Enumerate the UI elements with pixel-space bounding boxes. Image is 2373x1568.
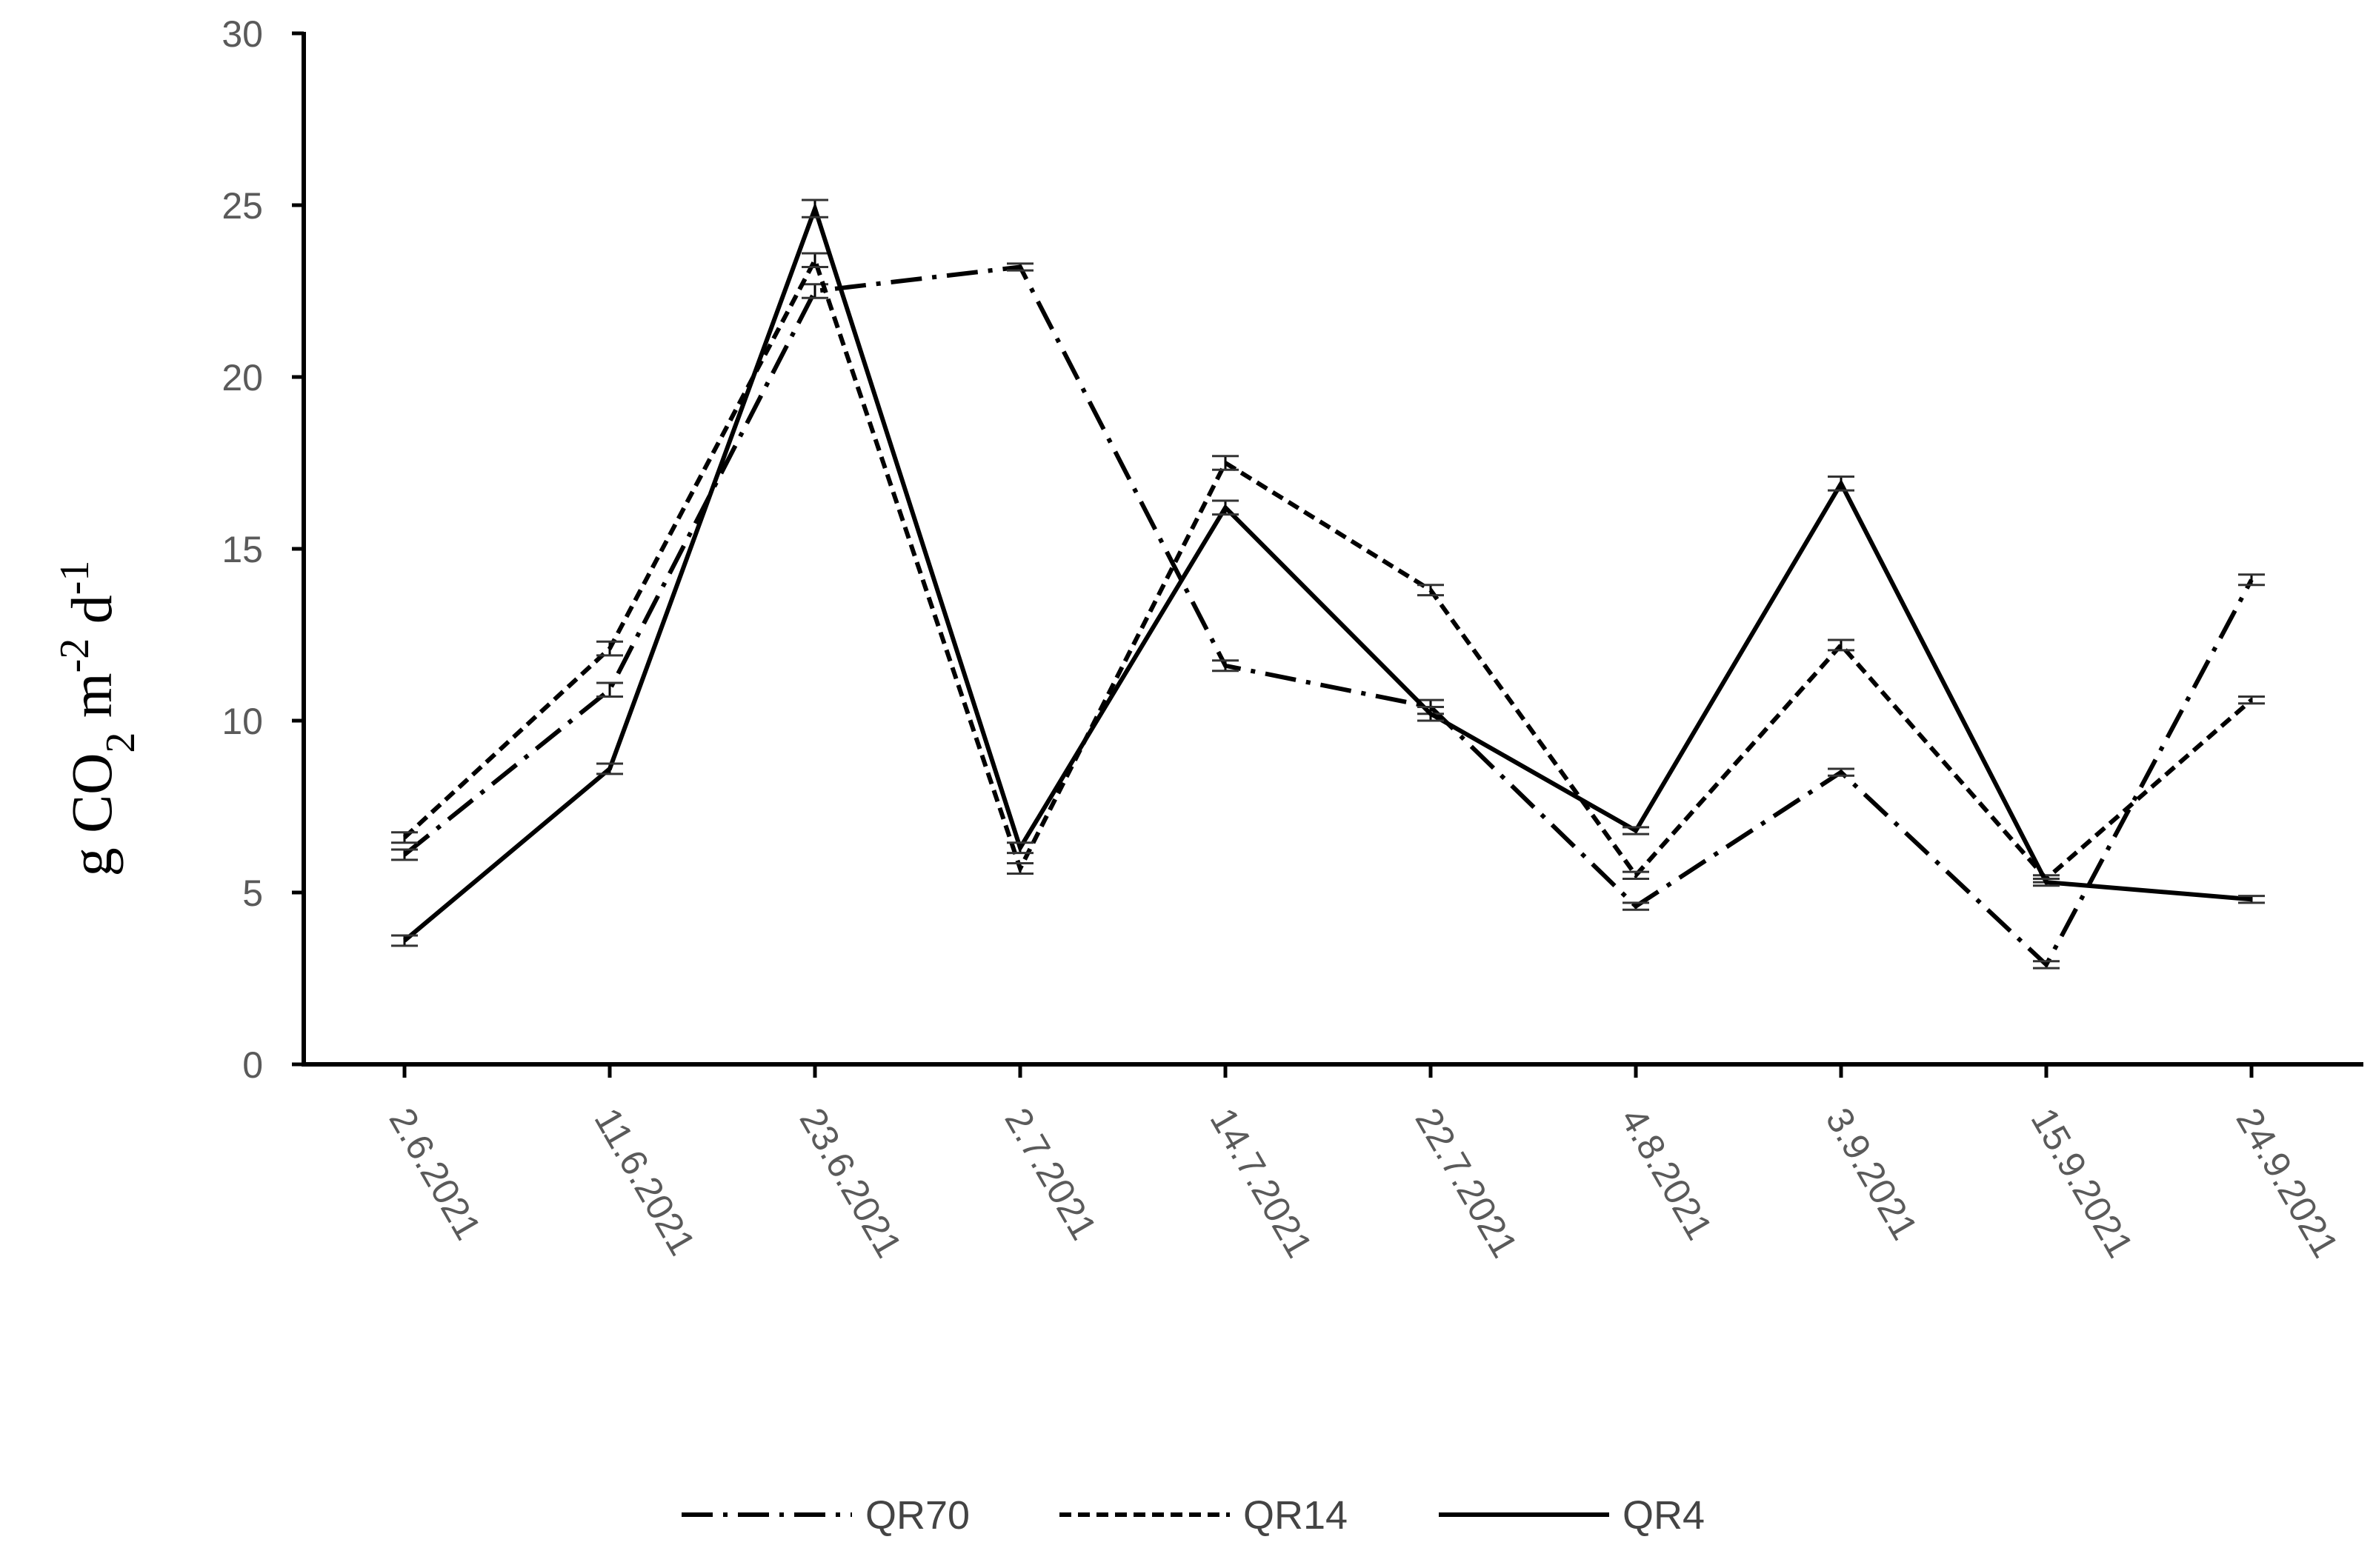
y-tick-label: 25	[222, 185, 263, 227]
series-line-qr70	[403, 264, 2254, 969]
error-bar-qr14	[1007, 862, 1034, 875]
x-tick-label: 4.8.2021	[1612, 1101, 1720, 1247]
y-tick-label: 5	[242, 873, 263, 914]
error-bar-qr4	[1212, 499, 1239, 516]
error-bar-qr4	[1417, 705, 1444, 722]
y-axis-title-base: g CO	[59, 753, 124, 877]
x-tick-label: 22.7.2021	[1407, 1101, 1525, 1265]
y-axis-title-d-exponent: -1	[52, 561, 98, 595]
x-tick-label: 3.9.2021	[1817, 1101, 1926, 1247]
svg-text:g CO2 m-2 d-1: g CO2 m-2 d-1	[52, 561, 144, 877]
y-tick-label: 30	[222, 13, 263, 55]
y-tick-label: 10	[222, 701, 263, 742]
error-bar-qr14	[391, 831, 418, 844]
x-tick-label: 23.6.2021	[791, 1101, 910, 1265]
series-line-qr14	[402, 254, 2253, 882]
error-bar-qr4	[2238, 895, 2265, 904]
x-tick-label: 14.7.2021	[1202, 1101, 1320, 1265]
series-line-qr4	[403, 201, 2252, 943]
legend-label-qr70: QR70	[865, 1493, 970, 1538]
y-axis-title: g CO2 m-2 d-1	[52, 561, 144, 877]
error-bar-qr4	[1623, 826, 1649, 835]
error-bar-qr14	[1212, 455, 1239, 471]
error-bar-qr14	[2238, 695, 2265, 705]
y-axis-title-m: m	[59, 673, 124, 732]
error-bar-qr70	[596, 681, 623, 698]
y-axis-title-subscript: 2	[98, 733, 144, 753]
y-axis-title-d: d	[59, 595, 124, 638]
error-bar-qr4	[1828, 476, 1854, 492]
y-tick-label: 0	[242, 1044, 263, 1086]
y-axis-title-m-exponent: -2	[52, 638, 98, 673]
error-bar-qr4	[802, 198, 828, 218]
x-tick-label: 11.6.2021	[586, 1101, 703, 1262]
y-tick-label: 15	[222, 529, 263, 570]
x-tick-label: 15.9.2021	[2023, 1101, 2141, 1265]
error-bar-qr70	[391, 848, 418, 861]
error-bar-qr70	[2238, 573, 2265, 587]
error-bar-qr14	[1417, 584, 1444, 597]
error-bar-qr14	[802, 252, 828, 269]
x-tick-label: 24.9.2021	[2228, 1101, 2346, 1265]
x-tick-label: 2.6.2021	[381, 1101, 489, 1247]
error-bar-qr70	[2033, 960, 2060, 970]
y-tick-label: 20	[222, 357, 263, 398]
error-bar-qr70	[1828, 767, 1854, 777]
x-tick-label: 2.7.2021	[996, 1101, 1105, 1247]
error-bar-qr4	[2033, 877, 2060, 887]
legend-label-qr14: QR14	[1243, 1493, 1348, 1538]
error-bar-qr70	[1623, 901, 1649, 911]
legend-label-qr4: QR4	[1623, 1493, 1705, 1538]
legend: QR70 QR14 QR4	[682, 1493, 1705, 1538]
error-bar-qr14	[596, 640, 623, 657]
error-bar-qr4	[391, 934, 418, 947]
error-bar-qr70	[1007, 262, 1034, 272]
plot-area: 0 5 10 15 20 25 30 2.6.2021 11.6.2021 23.6.2021 2.…	[222, 13, 2363, 1264]
error-bar-qr70	[1212, 659, 1239, 673]
error-bar-qr14	[1623, 870, 1649, 880]
error-bar-qr4	[1007, 841, 1034, 855]
error-bar-qr4	[596, 762, 623, 775]
error-bar-qr14	[1828, 638, 1854, 652]
